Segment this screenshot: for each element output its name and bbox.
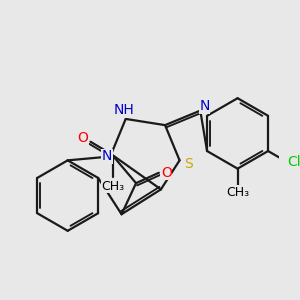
Text: Cl: Cl [287,155,300,170]
Text: CH₃: CH₃ [102,180,125,193]
Text: O: O [78,130,88,145]
Text: O: O [161,166,172,180]
Text: NH: NH [113,103,134,117]
Text: S: S [184,157,193,171]
Text: N: N [199,100,210,113]
Text: N: N [102,149,112,163]
Text: CH₃: CH₃ [226,186,249,199]
